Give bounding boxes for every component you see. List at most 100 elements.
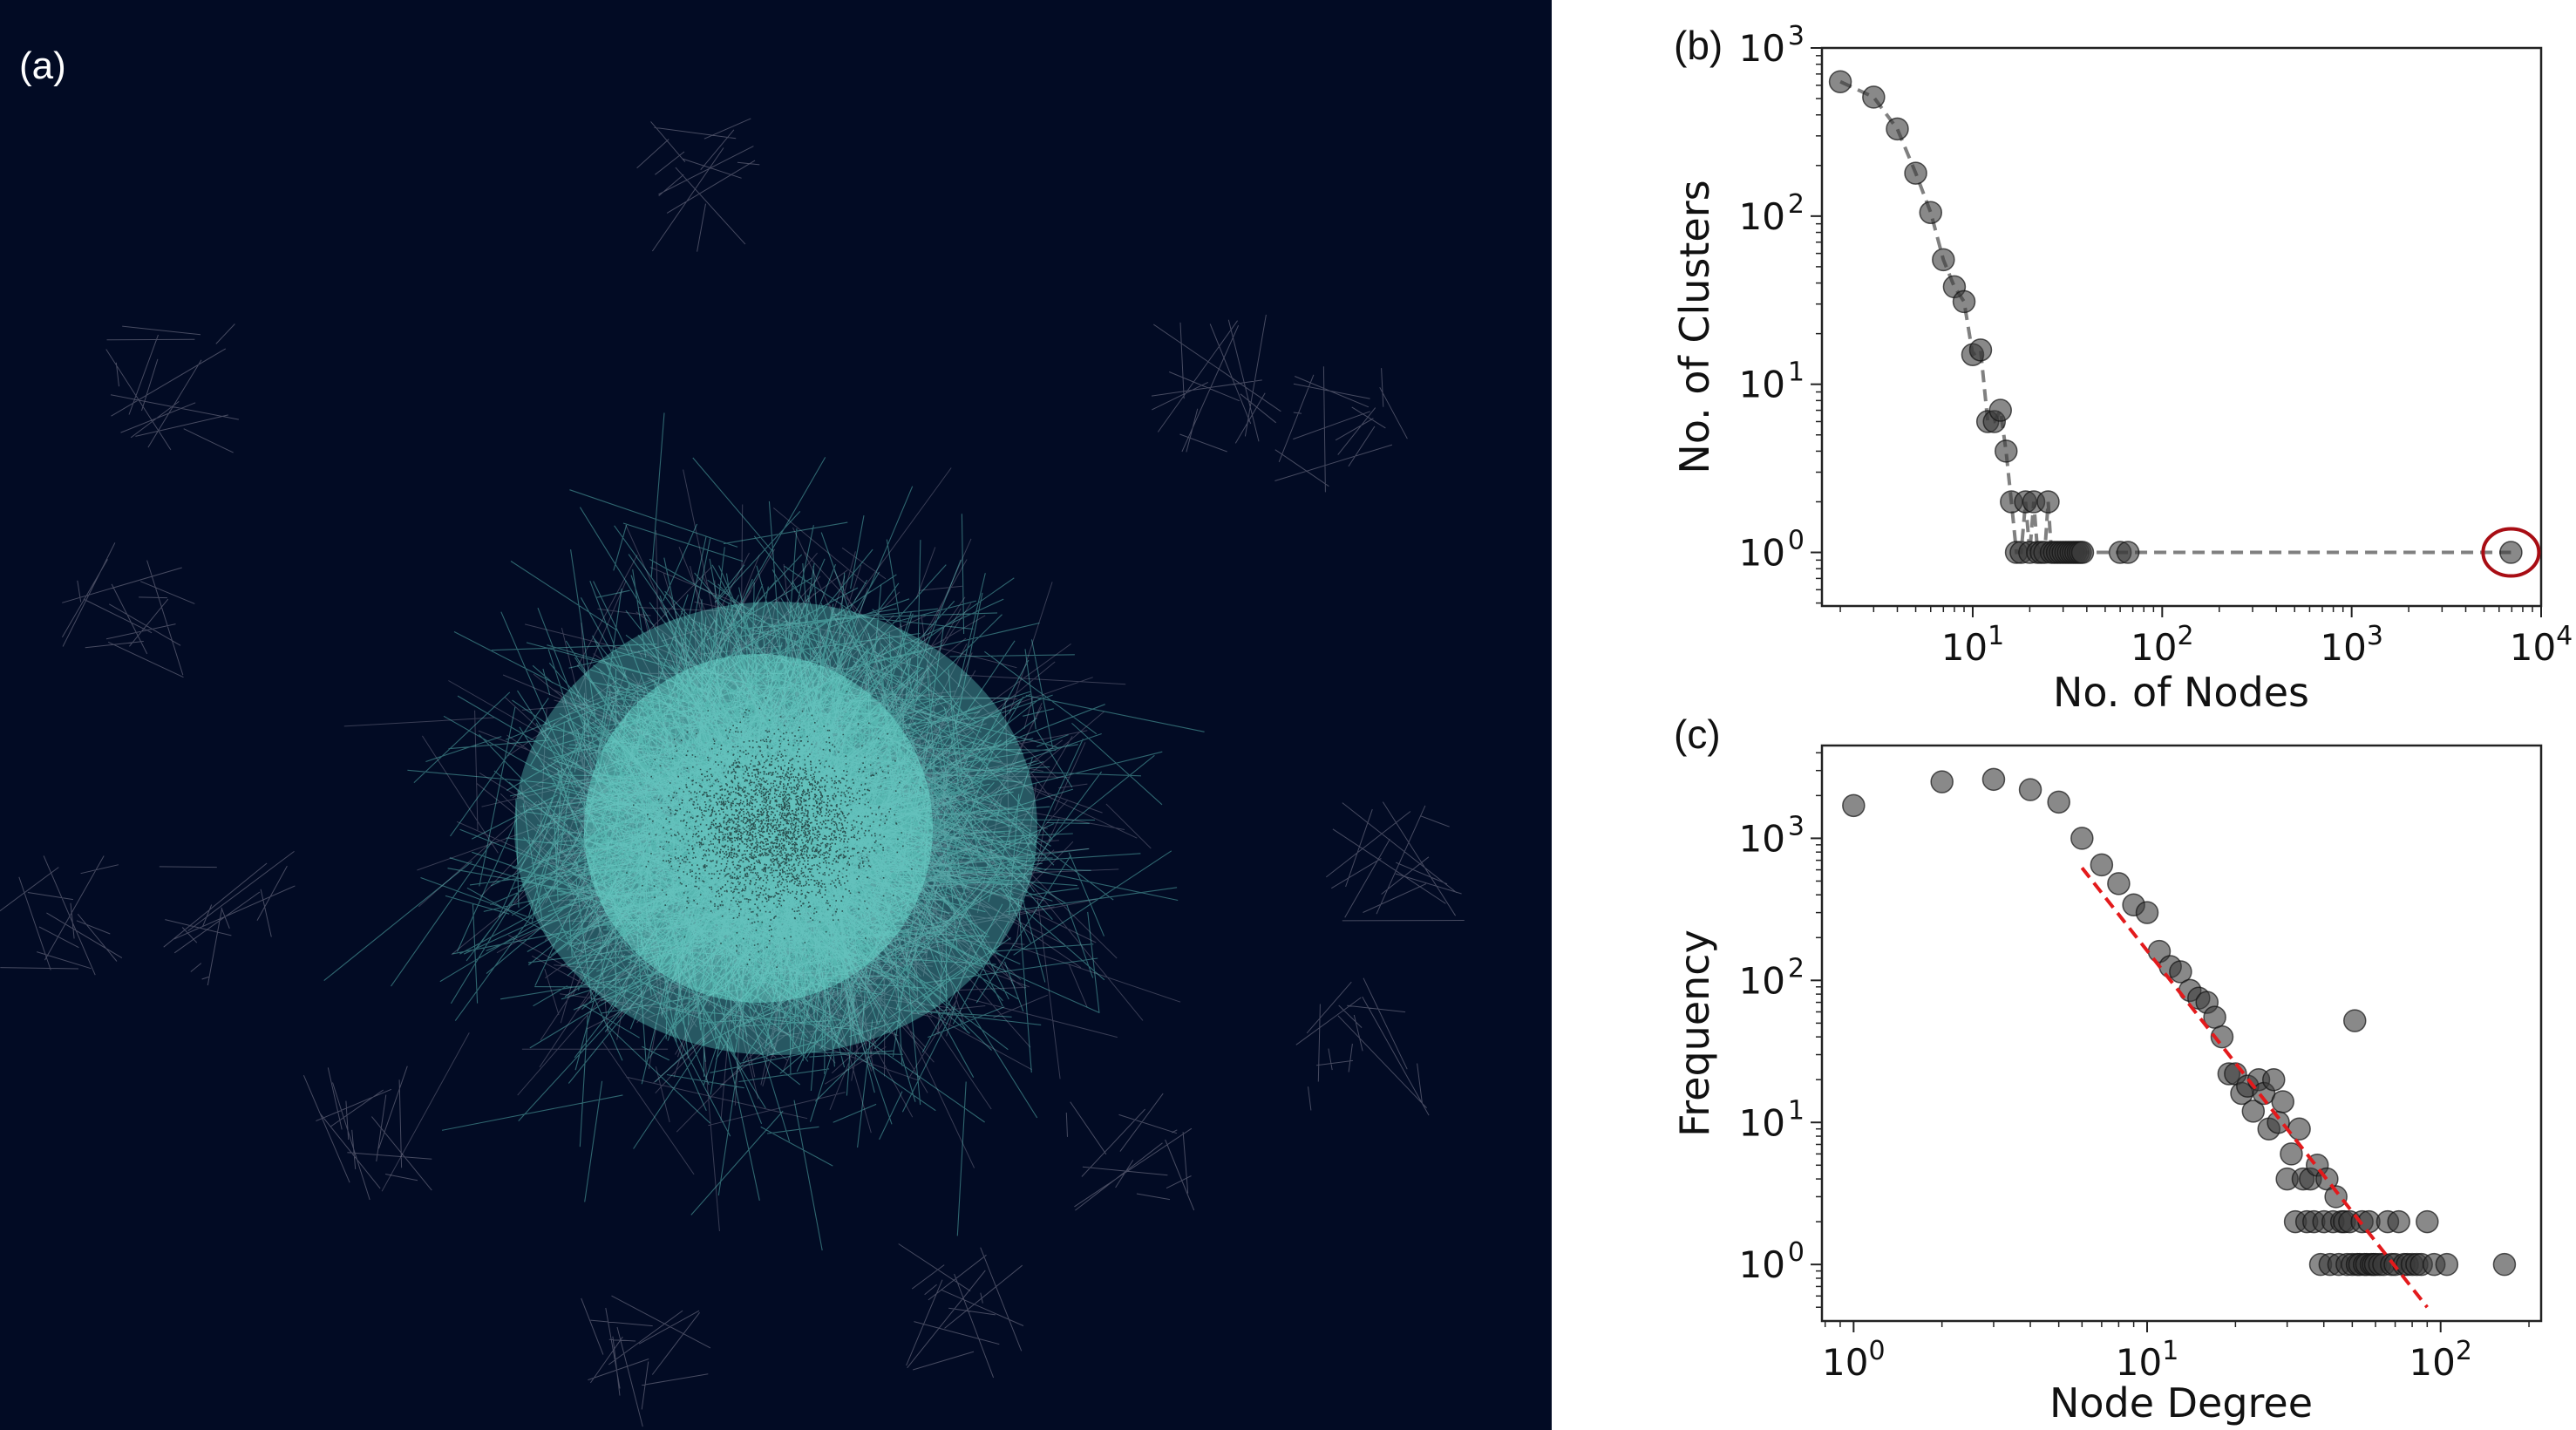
x-tick-label: 101 [2116, 1336, 2179, 1384]
tick-exponent: 1 [2162, 1336, 2178, 1366]
tick-base: 10 [1739, 532, 1785, 575]
tick-exponent: 3 [2367, 621, 2383, 651]
network-edges [0, 118, 1465, 1427]
data-point [2435, 1252, 2459, 1277]
y-tick-label: 10 [1739, 959, 1785, 1002]
tick-base: 10 [1739, 817, 1785, 860]
tick-exponent: 3 [1788, 21, 1805, 51]
data-point [2324, 1185, 2348, 1209]
y-tick-label: 10 [1739, 1101, 1785, 1144]
data-point [2107, 872, 2131, 895]
tick-base: 10 [1739, 1243, 1785, 1286]
network-peripheral-clusters [0, 118, 1465, 1427]
data-point [1862, 85, 1886, 109]
tick-base: 10 [1822, 1341, 1868, 1384]
data-point [2090, 853, 2114, 877]
tick-base: 10 [1739, 364, 1785, 406]
data-point [2135, 901, 2159, 924]
x-tick-label: 103 [2320, 621, 2383, 669]
plot-frame [1820, 46, 2543, 608]
tick-exponent: 4 [2556, 621, 2573, 651]
data-point [2070, 541, 2095, 564]
tick-base: 10 [1739, 959, 1785, 1002]
data-point [2280, 1142, 2303, 1166]
data-point [2416, 1209, 2439, 1234]
y-tick-label: 10 [1739, 364, 1785, 406]
data-point [2241, 1100, 2266, 1123]
tick-exponent: 2 [2456, 1336, 2472, 1366]
y-axis-title: Frequency [1671, 930, 1718, 1137]
data-point [2047, 790, 2070, 814]
y-tick-label: 10 [1739, 1243, 1785, 1286]
panel-label-b: (b) [1674, 23, 1723, 68]
panel-label-a: (a) [19, 44, 66, 87]
giant-component-highlight [2481, 527, 2541, 578]
panel-label-c: (c) [1674, 712, 1721, 757]
network-core-center [584, 654, 933, 1003]
data-point [2262, 1067, 2286, 1092]
tick-exponent: 2 [1788, 953, 1805, 984]
data-point [1952, 289, 1976, 314]
x-tick-label: 101 [1941, 621, 2005, 669]
tick-exponent: 0 [1788, 526, 1805, 556]
tick-base: 10 [2116, 1341, 2162, 1384]
series-dashed-line [1839, 79, 2511, 555]
data-point [2271, 1090, 2294, 1113]
x-tick-label: 104 [2510, 621, 2573, 669]
tick-base: 10 [1739, 1101, 1785, 1144]
x-axis-title: No. of Nodes [2053, 669, 2309, 716]
x-axis-title: Node Degree [2049, 1379, 2313, 1427]
tick-exponent: 2 [1788, 189, 1805, 220]
tick-base: 10 [2510, 626, 2556, 669]
power-law-fit-line [2080, 867, 2429, 1309]
data-point [1988, 398, 2012, 422]
tick-exponent: 0 [1869, 1336, 1886, 1366]
data-point [2499, 541, 2523, 564]
data-point [2492, 1252, 2517, 1277]
y-tick-label: 10 [1739, 27, 1785, 70]
tick-base: 10 [1739, 27, 1785, 70]
data-point [1828, 70, 1852, 93]
data-point [1930, 770, 1954, 793]
data-point [1994, 439, 2018, 463]
tick-exponent: 0 [1788, 1237, 1805, 1268]
network-visualization [0, 0, 1552, 1430]
data-point [2343, 1009, 2367, 1032]
data-point [2116, 541, 2140, 564]
y-tick-label: 10 [1739, 817, 1785, 860]
chart-marks [1842, 767, 2517, 1309]
y-tick-label: 10 [1739, 532, 1785, 575]
network-nodes [626, 691, 927, 968]
data-point [1981, 767, 2006, 792]
data-point [2210, 1025, 2234, 1049]
data-point [1904, 161, 1927, 185]
data-point [2169, 960, 2192, 984]
network-core [514, 602, 1037, 1055]
tick-exponent: 3 [1788, 811, 1805, 841]
tick-base: 10 [1941, 626, 1988, 669]
data-point [2387, 1209, 2410, 1234]
data-point [1886, 117, 1909, 141]
data-point [1968, 338, 1993, 362]
plot-frame [1820, 744, 2543, 1323]
tick-exponent: 2 [2177, 621, 2193, 651]
tick-exponent: 1 [1988, 621, 2004, 651]
tick-base: 10 [2409, 1341, 2455, 1384]
network-edges-grey [343, 467, 1181, 1232]
tick-base: 10 [2131, 626, 2177, 669]
tick-exponent: 1 [1788, 1095, 1805, 1126]
y-tick-label: 10 [1739, 195, 1785, 238]
y-axis-title: No. of Clusters [1671, 180, 1718, 473]
tick-base: 10 [2320, 626, 2366, 669]
tick-base: 10 [1739, 195, 1785, 238]
data-point [1842, 793, 1866, 818]
network-background [0, 0, 1552, 1430]
chart-marks [1828, 70, 2541, 578]
data-point [2287, 1117, 2311, 1141]
x-tick-label: 100 [1822, 1336, 1886, 1384]
data-point [1932, 248, 1955, 272]
